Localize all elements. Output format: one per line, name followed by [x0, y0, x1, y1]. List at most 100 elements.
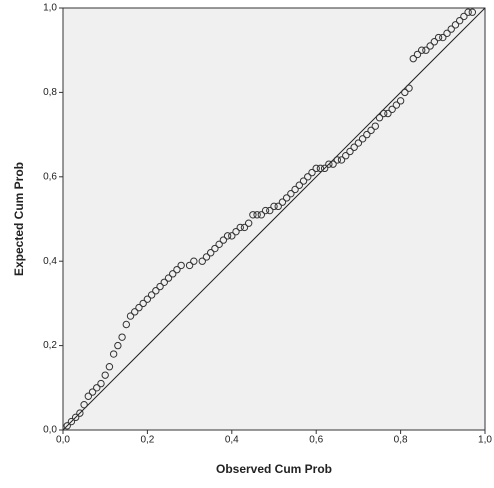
y-axis-title: Expected Cum Prob	[12, 162, 26, 276]
point	[282, 194, 291, 202]
point	[101, 371, 109, 379]
point	[337, 156, 346, 164]
point	[223, 232, 232, 240]
point	[460, 12, 468, 21]
point	[304, 173, 312, 181]
point	[71, 413, 80, 422]
point	[173, 265, 181, 274]
point	[371, 122, 379, 130]
point	[287, 189, 295, 198]
point	[363, 130, 371, 139]
point	[232, 227, 240, 236]
point	[80, 400, 88, 409]
point	[443, 29, 451, 38]
point	[320, 164, 329, 173]
y-tick-label: 0,0	[43, 425, 57, 436]
y-tick-label: 0,2	[43, 340, 57, 351]
x-tick-label: 0,4	[225, 435, 239, 446]
point	[177, 261, 185, 270]
point	[468, 8, 477, 16]
point	[401, 88, 409, 97]
point	[135, 303, 143, 312]
point	[409, 54, 417, 63]
point	[257, 211, 266, 219]
point	[434, 33, 443, 42]
point	[67, 417, 76, 426]
point	[156, 282, 164, 291]
y-tick-label: 1,0	[43, 3, 57, 14]
point	[299, 177, 308, 185]
x-tick-label: 0,0	[56, 435, 70, 446]
point	[392, 101, 401, 109]
point	[274, 202, 282, 211]
point	[380, 109, 388, 118]
point	[270, 202, 278, 211]
point	[122, 320, 131, 329]
point	[207, 249, 215, 257]
x-tick-label: 0,2	[140, 435, 154, 446]
point	[185, 261, 194, 270]
point	[84, 392, 93, 400]
y-tick-label: 0,4	[43, 256, 57, 267]
point	[190, 257, 198, 265]
point	[278, 198, 287, 206]
x-tick-label: 0,8	[394, 435, 408, 446]
point	[211, 244, 219, 253]
point	[63, 422, 71, 430]
point	[266, 206, 274, 215]
point	[198, 257, 206, 265]
point	[451, 21, 460, 29]
point	[147, 291, 156, 299]
point	[228, 232, 236, 240]
point	[131, 308, 139, 316]
point	[388, 105, 396, 113]
point	[202, 253, 211, 261]
point	[105, 363, 114, 371]
point	[164, 274, 173, 282]
point	[422, 46, 430, 54]
point	[295, 181, 304, 189]
y-tick-label: 0,8	[43, 87, 57, 98]
point	[346, 147, 354, 156]
point	[455, 16, 464, 25]
point	[109, 350, 118, 358]
point	[139, 299, 147, 308]
point	[253, 211, 261, 219]
point	[464, 8, 472, 16]
point	[249, 211, 257, 219]
point	[354, 139, 363, 147]
point	[329, 160, 337, 168]
point	[439, 33, 447, 42]
x-tick-label: 1,0	[478, 435, 492, 446]
point	[375, 114, 384, 122]
point	[367, 126, 375, 135]
point	[396, 97, 405, 105]
point	[312, 164, 320, 173]
point	[308, 168, 316, 177]
point	[219, 236, 228, 244]
point	[291, 185, 299, 194]
point	[350, 143, 358, 151]
point	[342, 152, 350, 160]
reference-line	[62, 7, 486, 431]
point	[358, 135, 367, 143]
point	[215, 240, 223, 249]
point	[244, 219, 253, 227]
y-tick-label: 0,6	[43, 171, 57, 182]
x-tick-label: 0,6	[309, 435, 323, 446]
point	[160, 278, 168, 286]
point	[316, 164, 325, 173]
point	[413, 50, 422, 59]
point	[169, 270, 177, 278]
point	[114, 341, 122, 350]
x-axis-title: Observed Cum Prob	[216, 462, 332, 476]
point	[88, 388, 97, 396]
point	[426, 42, 434, 50]
point	[325, 160, 333, 168]
point	[333, 156, 341, 164]
point	[405, 84, 413, 92]
point	[143, 295, 152, 303]
point	[93, 384, 101, 392]
point	[447, 25, 455, 33]
